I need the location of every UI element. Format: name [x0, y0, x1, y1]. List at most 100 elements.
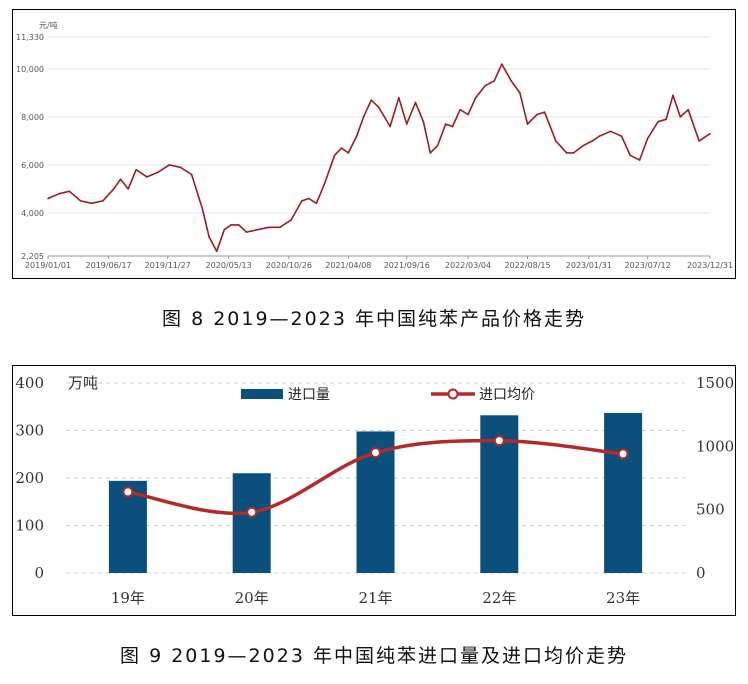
- x-tick-label: 23年: [606, 589, 640, 607]
- y-tick-label: 4,000: [21, 209, 44, 218]
- price-point: [190, 173, 193, 176]
- price-point: [79, 200, 82, 202]
- price-point: [268, 226, 270, 229]
- import-price-point: [122, 486, 134, 498]
- price-point: [333, 154, 336, 157]
- price-point: [397, 96, 400, 99]
- price-point: [582, 144, 584, 147]
- price-point: [436, 144, 439, 147]
- x-tick-label: 2020/10/26: [266, 261, 312, 270]
- price-series-line: [47, 63, 711, 253]
- x-tick-label: 2023/12/31: [687, 261, 733, 270]
- price-point: [168, 164, 170, 166]
- price-point: [230, 224, 232, 226]
- price-point: [58, 192, 61, 195]
- import-price-point: [370, 447, 381, 459]
- price-point: [422, 120, 425, 123]
- y-axis-unit: 元/吨: [39, 20, 58, 30]
- x-tick-label: 21年: [358, 589, 392, 607]
- price-point: [451, 125, 454, 128]
- x-tick-label: 20年: [235, 589, 269, 607]
- figure-8-caption: 图 8 2019—2023 年中国纯苯产品价格走势: [162, 308, 586, 330]
- price-point: [429, 152, 432, 154]
- price-point: [389, 125, 391, 128]
- y-tick-label: 10,000: [16, 65, 44, 74]
- price-line-chart: 11,330 10,000 8,000 6,000 4,000 2,205 元/吨 2019/…: [16, 20, 733, 270]
- price-point: [638, 159, 641, 161]
- price-point: [112, 188, 115, 190]
- price-point: [609, 130, 612, 133]
- y-tick-label: 6,000: [21, 161, 44, 170]
- y-tick-label: 100: [15, 517, 44, 535]
- price-point: [301, 200, 303, 202]
- price-point: [543, 111, 546, 113]
- price-point: [519, 92, 521, 94]
- y-tick-label: 0: [34, 564, 44, 582]
- y2-tick-label: 1000: [696, 437, 734, 455]
- price-point: [698, 140, 700, 142]
- x-tick-label: 22年: [482, 589, 516, 607]
- price-point: [101, 200, 104, 202]
- x-tick-label: 2019/06/17: [86, 261, 132, 270]
- y-tick-label: 200: [15, 469, 44, 487]
- price-point: [355, 135, 358, 137]
- price-point: [444, 123, 447, 125]
- price-point: [646, 137, 649, 140]
- price-point: [598, 135, 601, 137]
- price-point: [405, 123, 408, 125]
- y-tick-label: 400: [15, 374, 44, 392]
- y2-tick-label: 500: [696, 501, 725, 519]
- import-volume-bar: [604, 412, 643, 573]
- price-point: [414, 101, 417, 104]
- price-point: [378, 106, 380, 109]
- price-point: [536, 113, 538, 116]
- price-point: [493, 80, 495, 82]
- price-point: [565, 152, 568, 154]
- legend-bar-label: 进口量: [288, 387, 330, 403]
- price-point: [620, 135, 623, 137]
- price-point: [290, 219, 292, 221]
- price-point: [657, 120, 659, 123]
- import-combo-chart: 0 100 200 300 400 0 500 1000 1500 万吨 19年 20年 21年 22年 2…: [15, 374, 734, 607]
- price-point: [238, 224, 240, 226]
- x-tick-label: 2022/03/04: [445, 261, 491, 270]
- price-point: [370, 99, 373, 101]
- price-point: [47, 197, 49, 200]
- price-point: [179, 166, 182, 169]
- y2-tick-label: 1500: [696, 374, 734, 392]
- x-tick-label: 2021/09/16: [384, 261, 430, 270]
- legend-line-marker: [447, 388, 459, 400]
- legend-bar-swatch: [241, 389, 283, 399]
- import-price-point: [617, 448, 629, 460]
- y-tick-label: 300: [15, 422, 44, 440]
- price-point: [500, 63, 503, 65]
- price-point: [278, 226, 281, 229]
- price-point: [323, 183, 326, 185]
- x-tick-label: 2023/01/31: [566, 261, 612, 270]
- x-tick-label: 2021/04/08: [325, 261, 371, 270]
- price-point: [555, 140, 557, 142]
- price-point: [665, 118, 667, 121]
- import-volume-bar: [232, 473, 271, 573]
- price-point: [629, 154, 631, 157]
- price-point: [709, 132, 711, 135]
- price-point: [208, 236, 210, 238]
- y-tick-label: 11,330: [16, 33, 44, 42]
- y-tick-label: 8,000: [21, 113, 44, 122]
- price-point: [201, 207, 203, 209]
- price-point: [119, 178, 122, 181]
- price-point: [340, 147, 343, 149]
- price-point: [135, 168, 137, 171]
- price-point: [127, 188, 129, 190]
- price-point: [157, 171, 160, 173]
- price-point: [256, 228, 259, 231]
- x-tick-label: 2023/07/12: [625, 261, 671, 270]
- import-chart-panel: 0 100 200 300 400 0 500 1000 1500 万吨 19年 20年 21年 22年 2…: [12, 365, 736, 616]
- x-tick-label: 2019/11/27: [145, 261, 191, 270]
- import-price-point: [493, 435, 505, 447]
- price-point: [215, 250, 218, 253]
- price-point: [672, 94, 674, 97]
- price-point: [308, 197, 310, 200]
- x-tick-label: 2022/08/15: [504, 261, 550, 270]
- legend-line-label: 进口均价: [479, 387, 535, 403]
